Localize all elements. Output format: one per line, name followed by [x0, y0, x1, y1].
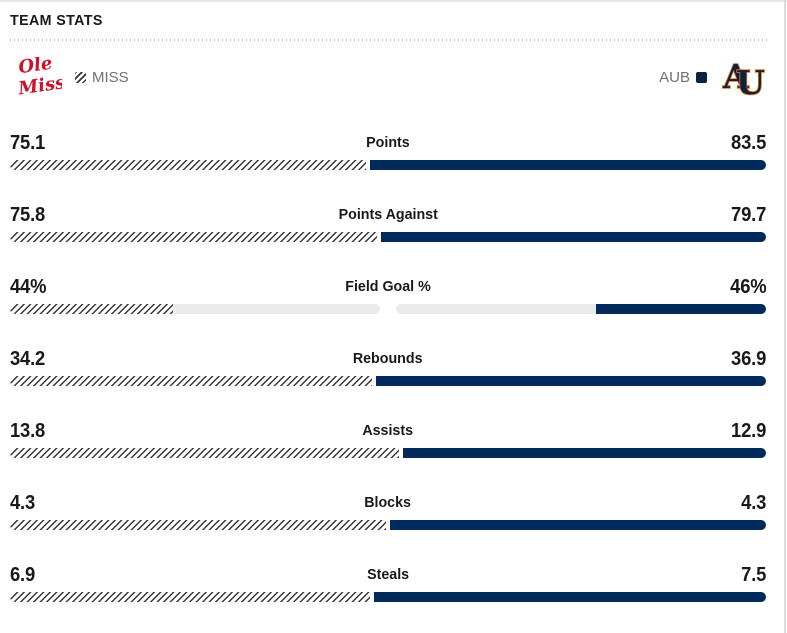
dotted-divider — [10, 39, 768, 41]
away-value: 6.9 — [10, 564, 36, 586]
away-bar — [10, 448, 399, 458]
away-bar — [10, 520, 386, 530]
ole-miss-logo-line1: Ole — [17, 54, 54, 78]
away-value: 13.8 — [10, 420, 46, 442]
stat-row-steals: 6.9 Steals 7.5 — [10, 563, 766, 633]
home-value: 7.5 — [740, 564, 766, 586]
stat-text: 44% Field Goal % 46% — [10, 275, 766, 297]
home-value: 4.3 — [740, 492, 766, 514]
away-value: 75.8 — [10, 204, 46, 226]
away-value: 34.2 — [10, 348, 46, 370]
stat-label: Blocks — [364, 494, 412, 511]
stat-label-wrap: Points — [10, 134, 766, 152]
stat-label: Rebounds — [353, 350, 423, 367]
stat-row-blocks: 4.3 Blocks 4.3 — [10, 491, 766, 563]
home-value: 79.7 — [730, 204, 766, 226]
stat-label-wrap: Field Goal % — [10, 278, 766, 296]
stat-row-field-goal-: 44% Field Goal % 46% — [10, 275, 766, 347]
away-bar — [10, 592, 371, 602]
auburn-logo-letter-u: U — [736, 63, 765, 97]
stat-row-assists: 13.8 Assists 12.9 — [10, 419, 766, 491]
team-home-auburn[interactable]: AUB A U — [659, 57, 766, 97]
away-bar — [10, 160, 366, 170]
module-title: TEAM STATS — [10, 12, 103, 29]
stat-text: 75.8 Points Against 79.7 — [10, 203, 766, 225]
stat-label: Field Goal % — [345, 278, 431, 295]
stat-label: Points Against — [338, 206, 438, 223]
home-value: 12.9 — [730, 420, 766, 442]
team-away-olemiss[interactable]: Ole Miss MISS — [10, 54, 129, 100]
stat-label-wrap: Assists — [10, 422, 766, 440]
module-header: TEAM STATS — [0, 0, 787, 30]
stat-bar — [10, 160, 766, 170]
stat-label: Points — [366, 134, 410, 151]
home-bar — [390, 520, 766, 530]
ole-miss-logo-icon: Ole Miss — [16, 54, 62, 100]
module-right-border — [784, 0, 786, 633]
home-value: 46% — [729, 276, 766, 298]
home-team-abbr: AUB — [659, 68, 690, 86]
away-bar-track — [10, 304, 380, 314]
stat-bar — [10, 232, 766, 242]
stat-text: 34.2 Rebounds 36.9 — [10, 347, 766, 369]
home-value: 36.9 — [730, 348, 766, 370]
away-bar-fill — [10, 304, 173, 314]
stat-bar — [10, 520, 766, 530]
stat-row-rebounds: 34.2 Rebounds 36.9 — [10, 347, 766, 419]
stat-text: 75.1 Points 83.5 — [10, 131, 766, 153]
stat-rows: 75.1 Points 83.5 75.8 Points Against 79.… — [10, 131, 766, 633]
stat-row-points-against: 75.8 Points Against 79.7 — [10, 203, 766, 275]
stat-row-points: 75.1 Points 83.5 — [10, 131, 766, 203]
stat-bar — [10, 304, 766, 314]
stat-text: 4.3 Blocks 4.3 — [10, 491, 766, 513]
home-bar-track — [396, 304, 766, 314]
top-border — [0, 0, 787, 2]
stat-label: Assists — [362, 422, 414, 439]
away-value: 44% — [10, 276, 47, 298]
stat-bar — [10, 448, 766, 458]
stat-bar — [10, 592, 766, 602]
auburn-logo-icon: A U — [722, 57, 766, 97]
home-bar — [374, 592, 766, 602]
home-bar-fill — [595, 304, 766, 314]
stat-label-wrap: Steals — [10, 566, 766, 584]
home-bar — [380, 232, 766, 242]
away-team-color-swatch-icon — [75, 71, 86, 83]
home-team-color-swatch-icon — [696, 71, 707, 83]
home-value: 83.5 — [730, 132, 766, 154]
stat-label: Steals — [366, 566, 409, 583]
away-value: 4.3 — [10, 492, 36, 514]
stat-label-wrap: Points Against — [10, 206, 766, 224]
stat-bar — [10, 376, 766, 386]
away-team-abbr: MISS — [92, 68, 129, 86]
stat-label-wrap: Rebounds — [10, 350, 766, 368]
away-value: 75.1 — [10, 132, 46, 154]
home-bar — [375, 376, 766, 386]
away-bar — [10, 376, 372, 386]
stat-label-wrap: Blocks — [10, 494, 766, 512]
stat-text: 6.9 Steals 7.5 — [10, 563, 766, 585]
home-bar — [402, 448, 766, 458]
auburn-logo-letter-a: A — [722, 57, 749, 96]
teams-legend-row: Ole Miss MISS AUB A U — [10, 53, 766, 101]
stat-text: 13.8 Assists 12.9 — [10, 419, 766, 441]
away-bar — [10, 232, 377, 242]
home-bar — [369, 160, 766, 170]
